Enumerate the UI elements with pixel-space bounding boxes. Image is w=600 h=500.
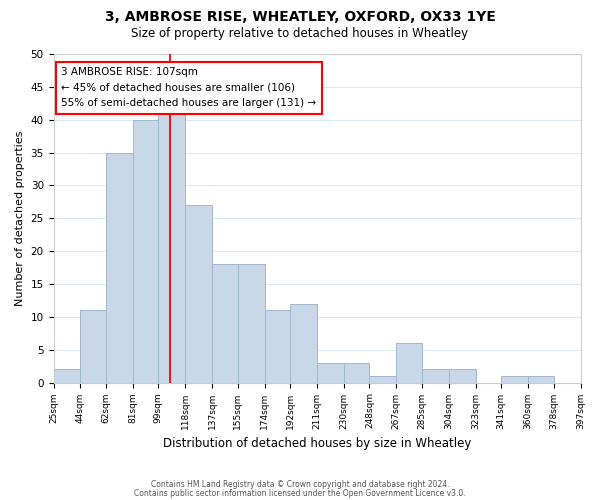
Text: Contains public sector information licensed under the Open Government Licence v3: Contains public sector information licen… (134, 489, 466, 498)
Bar (106, 152, 133, 382)
Bar (501, 376, 528, 382)
Bar (422, 370, 449, 382)
Bar (212, 264, 238, 382)
Bar (528, 376, 554, 382)
Bar (80, 310, 106, 382)
Bar (133, 120, 158, 382)
Text: 3 AMBROSE RISE: 107sqm
← 45% of detached houses are smaller (106)
55% of semi-de: 3 AMBROSE RISE: 107sqm ← 45% of detached… (61, 67, 317, 108)
Bar (265, 310, 290, 382)
Bar (344, 363, 370, 382)
Text: 3, AMBROSE RISE, WHEATLEY, OXFORD, OX33 1YE: 3, AMBROSE RISE, WHEATLEY, OXFORD, OX33 … (104, 10, 496, 24)
Bar (397, 343, 422, 382)
Bar (158, 106, 185, 382)
Bar (290, 304, 317, 382)
Bar (317, 363, 344, 382)
X-axis label: Distribution of detached houses by size in Wheatley: Distribution of detached houses by size … (163, 437, 471, 450)
Text: Size of property relative to detached houses in Wheatley: Size of property relative to detached ho… (131, 28, 469, 40)
Text: Contains HM Land Registry data © Crown copyright and database right 2024.: Contains HM Land Registry data © Crown c… (151, 480, 449, 489)
Bar (238, 264, 265, 382)
Bar (53, 370, 80, 382)
Bar (185, 205, 212, 382)
Y-axis label: Number of detached properties: Number of detached properties (15, 130, 25, 306)
Bar (370, 376, 397, 382)
Bar (449, 370, 476, 382)
